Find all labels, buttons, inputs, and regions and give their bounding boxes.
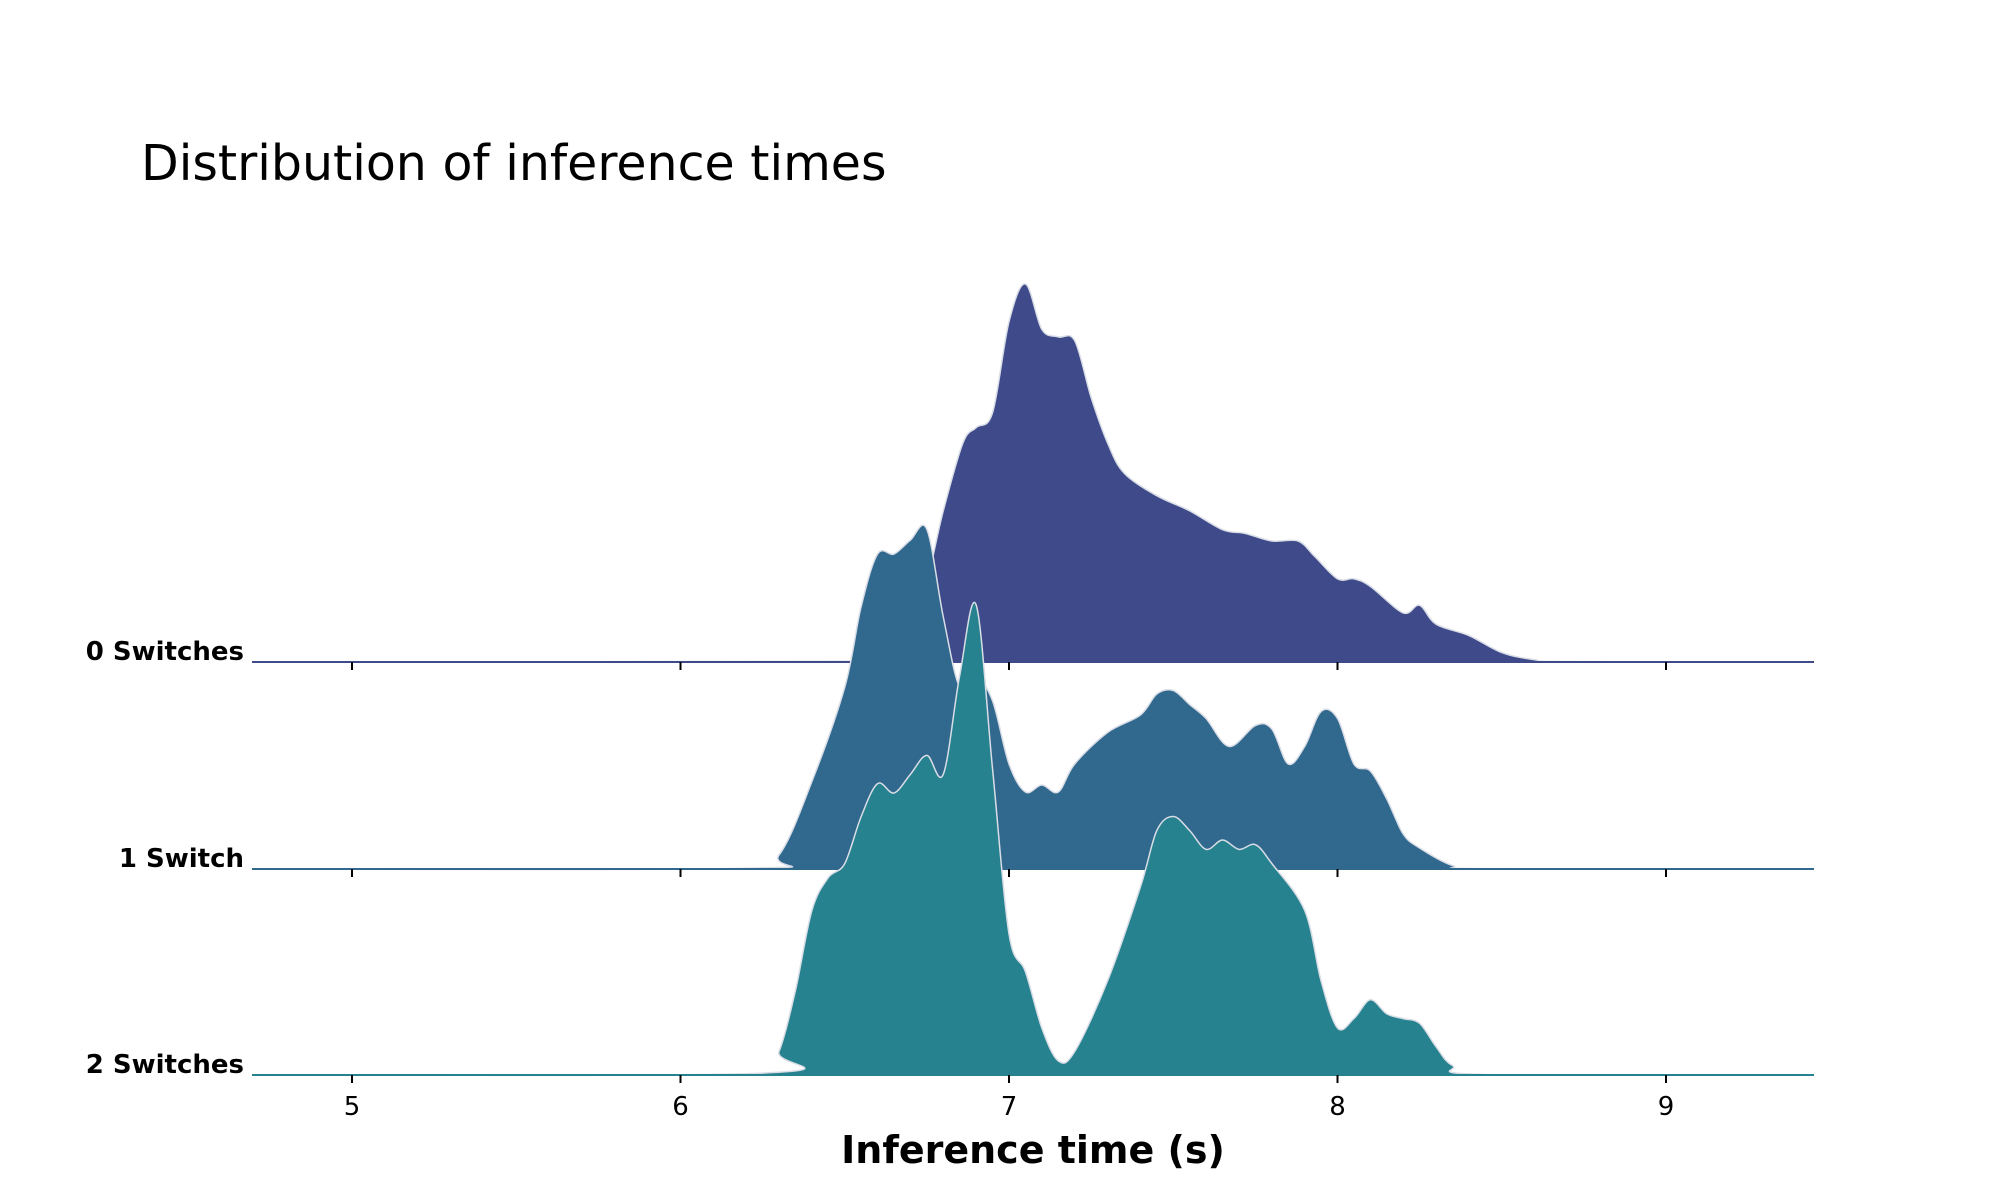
ridge-area [252, 283, 1814, 663]
ridge-outline [253, 524, 1814, 871]
x-tick-label: 8 [1329, 1092, 1346, 1122]
x-axis-label: Inference time (s) [841, 1128, 1225, 1172]
ridges-group: 0 Switches 1 Switch 2 Switches [86, 283, 1814, 1080]
ridge-outline [253, 283, 1814, 664]
ridge-area [252, 525, 1814, 870]
row-label: 0 Switches [86, 637, 244, 667]
chart-title: Distribution of inference times [141, 135, 886, 192]
ridge-1: 0 Switches [86, 283, 1814, 667]
ridge-3: 2 Switches [86, 601, 1814, 1080]
x-tick-label: 5 [344, 1092, 361, 1122]
x-tick-label: 6 [672, 1092, 689, 1122]
ridge-outline [253, 601, 1814, 1077]
ridge-2: 1 Switch [119, 524, 1814, 874]
row-label: 1 Switch [119, 844, 244, 874]
x-tick-label: 9 [1658, 1092, 1675, 1122]
x-ticks-group: 5 6 7 8 9 [344, 662, 1675, 1122]
row-label: 2 Switches [86, 1050, 244, 1080]
x-tick-label: 7 [1001, 1092, 1018, 1122]
